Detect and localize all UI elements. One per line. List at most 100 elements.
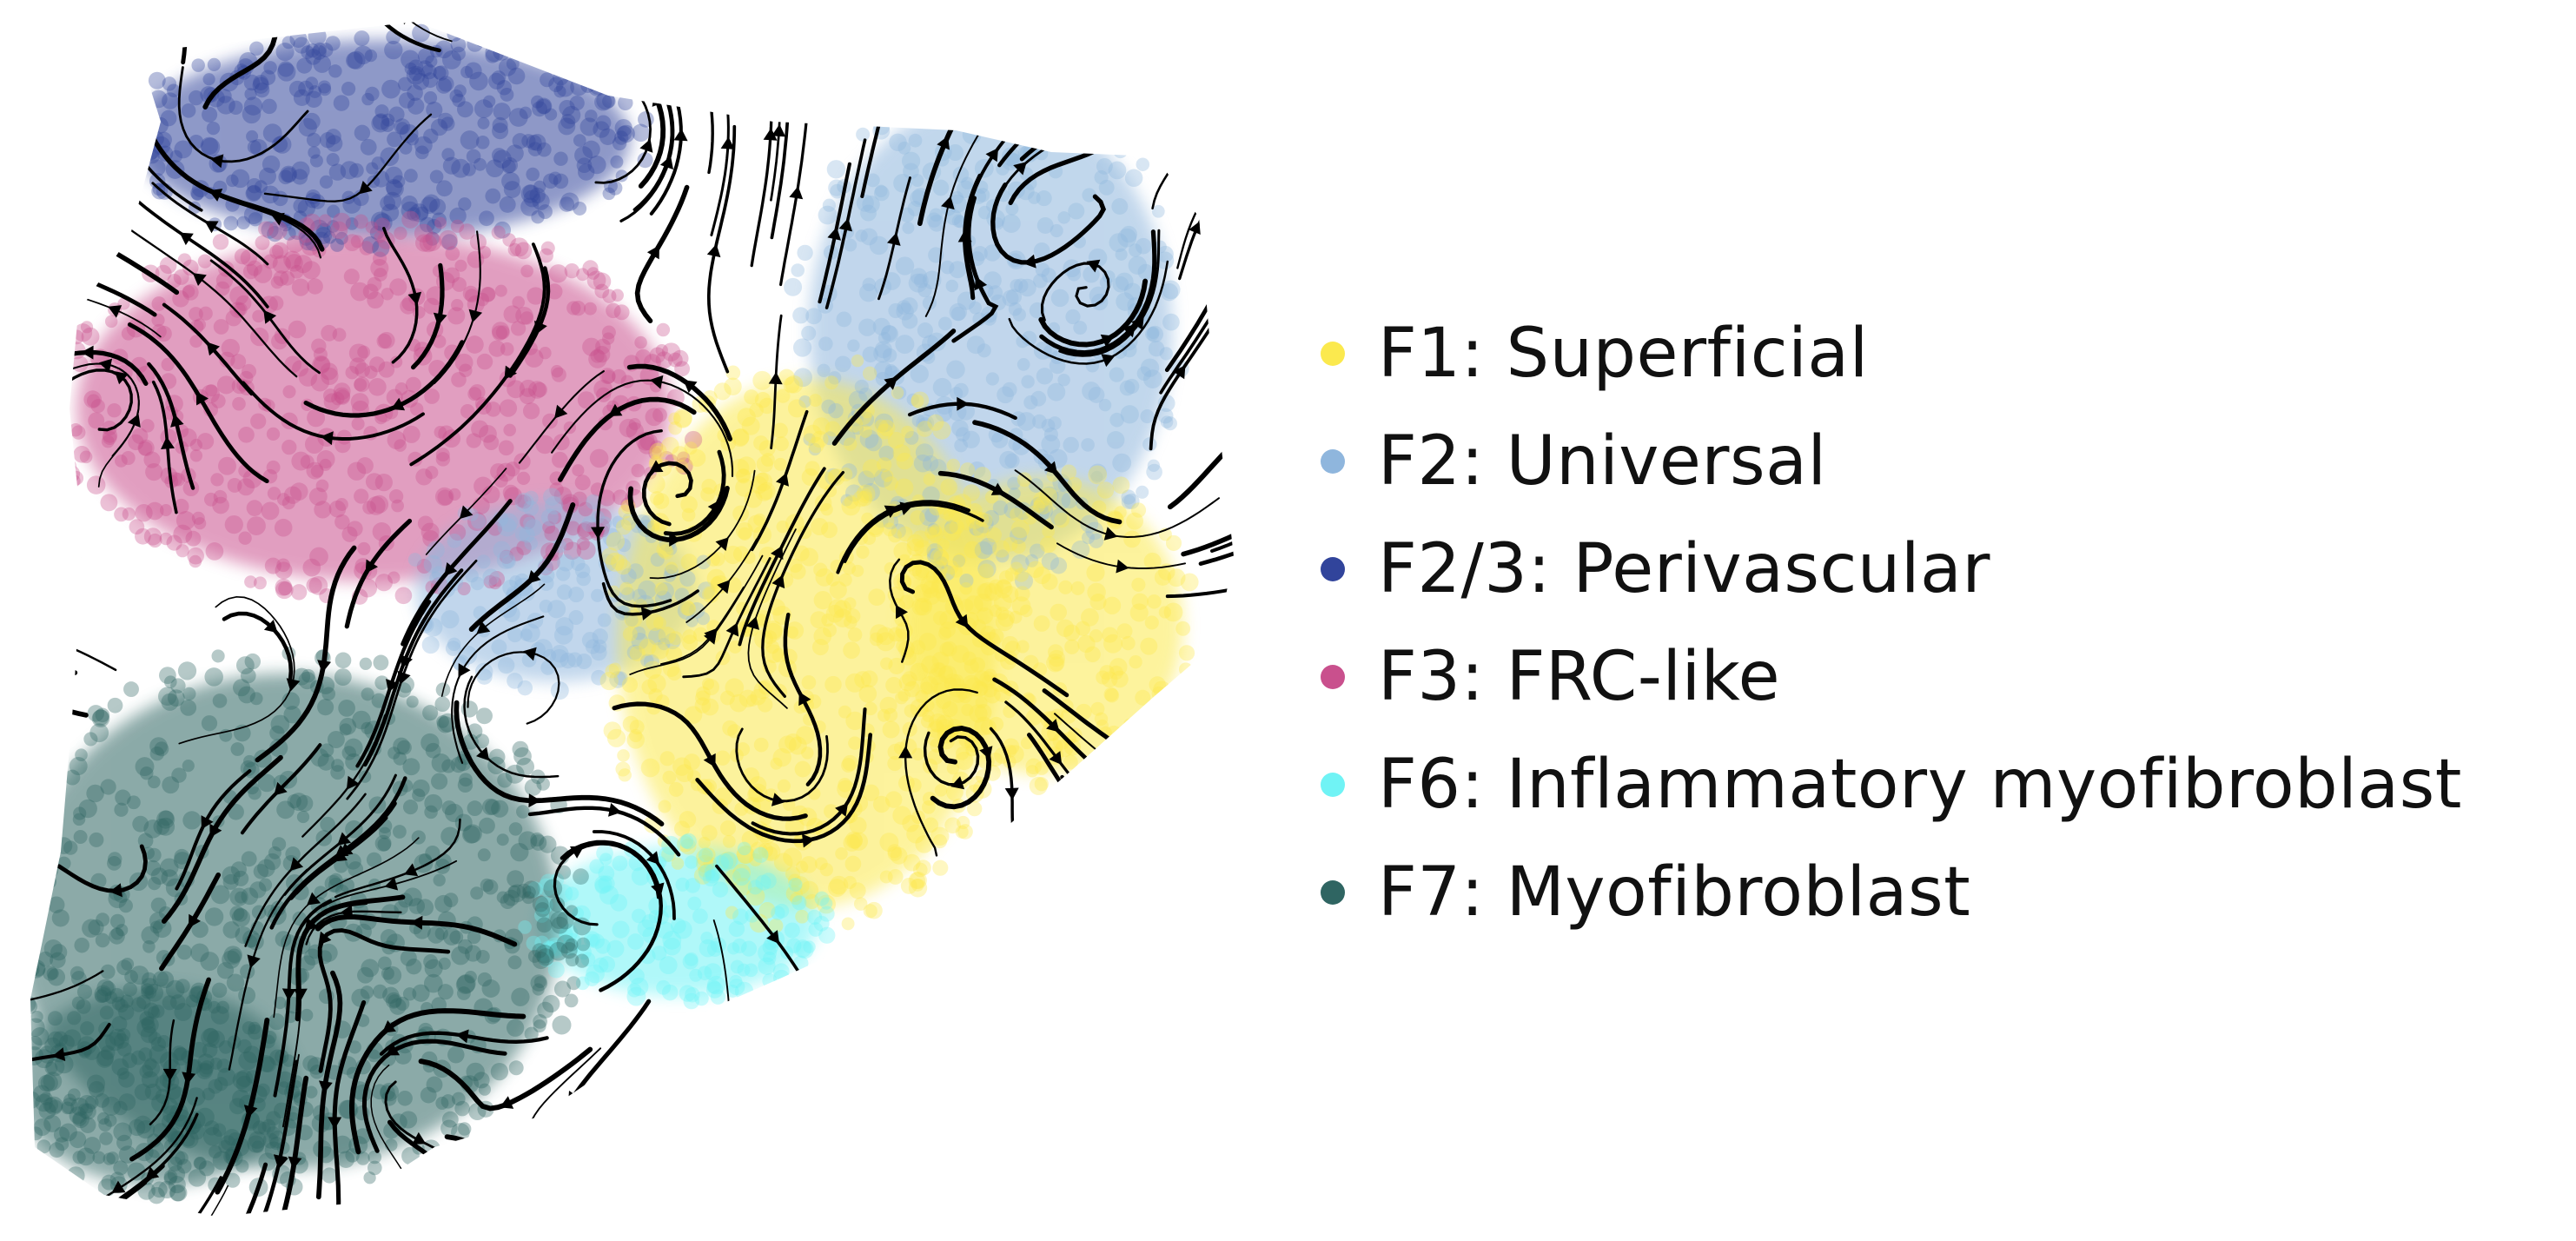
cell-point <box>318 83 332 96</box>
cell-point <box>171 472 186 487</box>
cell-point <box>79 450 93 464</box>
cell-point <box>227 477 242 493</box>
cell-point <box>143 820 162 839</box>
cell-point <box>269 244 284 260</box>
cell-point <box>341 81 356 96</box>
cell-point <box>1004 567 1019 581</box>
legend-item: F2/3: Perivascular <box>1321 515 2462 623</box>
velocity-arrowhead <box>109 883 123 898</box>
cell-point <box>565 886 579 901</box>
cell-point <box>540 873 558 891</box>
cell-point <box>656 979 672 995</box>
cell-point <box>924 508 940 523</box>
cell-point <box>512 133 528 149</box>
cell-point <box>524 348 544 368</box>
velocity-arrowhead <box>460 1217 474 1230</box>
cell-point <box>877 708 891 722</box>
cell-point <box>1002 382 1017 398</box>
cell-point <box>361 236 380 254</box>
cell-point <box>573 134 586 147</box>
cell-point <box>626 480 641 496</box>
cell-point <box>1016 335 1030 348</box>
cell-point <box>47 968 66 986</box>
cell-point <box>400 949 417 966</box>
cell-point <box>236 216 250 230</box>
cell-point <box>372 113 390 130</box>
cell-point <box>862 366 877 381</box>
cell-point <box>1050 603 1068 621</box>
cell-point <box>464 945 482 962</box>
cell-point <box>548 264 568 283</box>
cell-point <box>750 841 768 859</box>
velocity-arrowhead <box>274 781 288 796</box>
cell-point <box>914 597 933 616</box>
cell-point <box>546 283 563 300</box>
cell-point <box>378 826 392 840</box>
cell-point <box>493 221 512 239</box>
velocity-arrowhead <box>320 431 334 446</box>
cell-point <box>252 309 265 323</box>
cell-point <box>118 1093 136 1111</box>
velocity-arrowhead <box>98 358 113 373</box>
cell-point <box>76 984 93 999</box>
velocity-arrowhead <box>1043 103 1058 118</box>
velocity-streamline <box>1118 22 1233 143</box>
cell-point <box>646 474 666 494</box>
cell-point <box>570 301 586 316</box>
velocity-streamline <box>841 992 953 1184</box>
cell-point <box>591 588 605 602</box>
cell-point <box>860 204 877 222</box>
cell-point <box>229 286 249 306</box>
cell-point <box>495 325 510 340</box>
cell-point <box>354 1128 371 1145</box>
cell-point <box>778 368 795 386</box>
cell-point <box>720 852 738 870</box>
cell-point <box>1103 596 1122 614</box>
cell-point <box>774 903 790 919</box>
cell-point <box>240 667 256 684</box>
cell-point <box>115 789 131 806</box>
cell-point <box>841 758 856 773</box>
cell-point <box>938 316 952 331</box>
cell-point <box>692 627 708 642</box>
cell-point <box>555 617 574 636</box>
velocity-arrowhead <box>733 1186 748 1200</box>
cell-point <box>151 296 167 311</box>
cell-point <box>987 285 1003 301</box>
cell-point <box>1029 543 1045 559</box>
cell-point <box>266 460 281 474</box>
cell-point <box>254 180 268 194</box>
cell-point <box>652 445 665 459</box>
cell-point <box>482 879 499 895</box>
cell-point <box>313 55 332 73</box>
cell-point <box>467 295 485 313</box>
cell-point <box>457 986 471 1000</box>
cell-point <box>296 57 313 74</box>
cell-point <box>862 195 880 214</box>
cell-point <box>891 386 904 400</box>
cell-point <box>664 633 681 650</box>
cell-point <box>103 430 117 446</box>
cell-point <box>540 508 559 527</box>
cell-point <box>864 701 877 716</box>
cell-point <box>1136 157 1150 171</box>
cell-point <box>449 524 467 541</box>
cell-point <box>414 223 434 243</box>
cell-point <box>1129 655 1142 669</box>
cell-point <box>856 545 870 559</box>
cell-point <box>200 136 219 156</box>
cell-point <box>539 567 555 583</box>
cell-point <box>523 500 540 516</box>
cell-point <box>218 261 235 277</box>
cell-point <box>247 140 262 155</box>
cell-point <box>949 302 967 322</box>
cell-point <box>999 450 1017 469</box>
cell-point <box>841 496 861 516</box>
cell-point <box>556 911 574 930</box>
cell-point <box>551 367 566 382</box>
velocity-streamline <box>120 1176 222 1217</box>
cell-point <box>787 399 806 418</box>
cell-point <box>214 1077 228 1092</box>
cell-point <box>823 623 837 638</box>
cell-point <box>424 388 440 404</box>
